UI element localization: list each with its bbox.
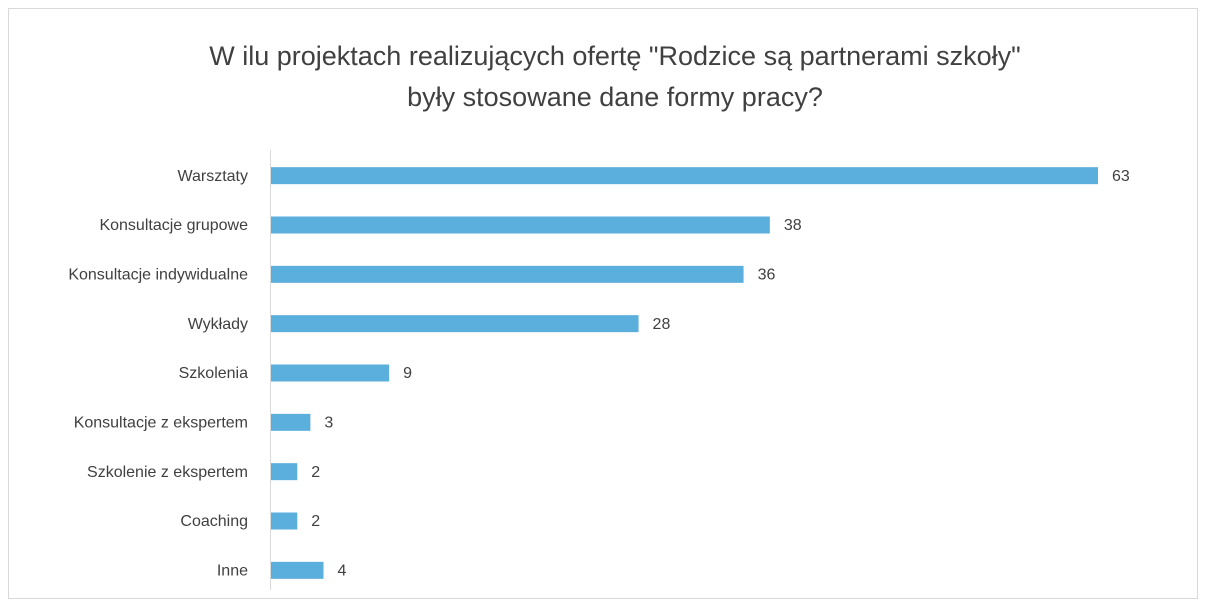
y-tick-label: Coaching [180,513,248,530]
bar [271,216,770,234]
y-tick-label: Inne [217,563,248,580]
data-label: 3 [324,415,333,432]
bar [271,315,639,333]
data-label: 2 [311,464,320,481]
data-label: 28 [653,316,671,333]
data-label: 2 [311,513,320,530]
chart-border [8,8,1198,599]
bar [271,561,324,579]
bar [271,512,298,530]
bar [271,167,1098,185]
y-tick-label: Warsztaty [177,168,248,185]
bar [271,413,311,431]
y-tick-label: Szkolenie z ekspertem [87,464,248,481]
bar [271,364,390,382]
data-label: 63 [1112,168,1130,185]
y-tick-label: Szkolenia [179,365,248,382]
data-label: 38 [784,217,802,234]
bar [271,463,298,481]
data-label: 9 [403,365,412,382]
y-tick-label: Konsultacje z ekspertem [74,415,248,432]
data-label: 36 [758,267,776,284]
bar [271,265,744,283]
y-tick-label: Konsultacje grupowe [99,217,248,234]
chart-title: W ilu projektach realizujących ofertę "R… [209,41,1021,71]
data-label: 4 [338,563,347,580]
y-tick-label: Konsultacje indywidualne [68,267,248,284]
chart-title: były stosowane dane formy pracy? [407,82,823,112]
y-tick-label: Wykłady [188,316,248,333]
